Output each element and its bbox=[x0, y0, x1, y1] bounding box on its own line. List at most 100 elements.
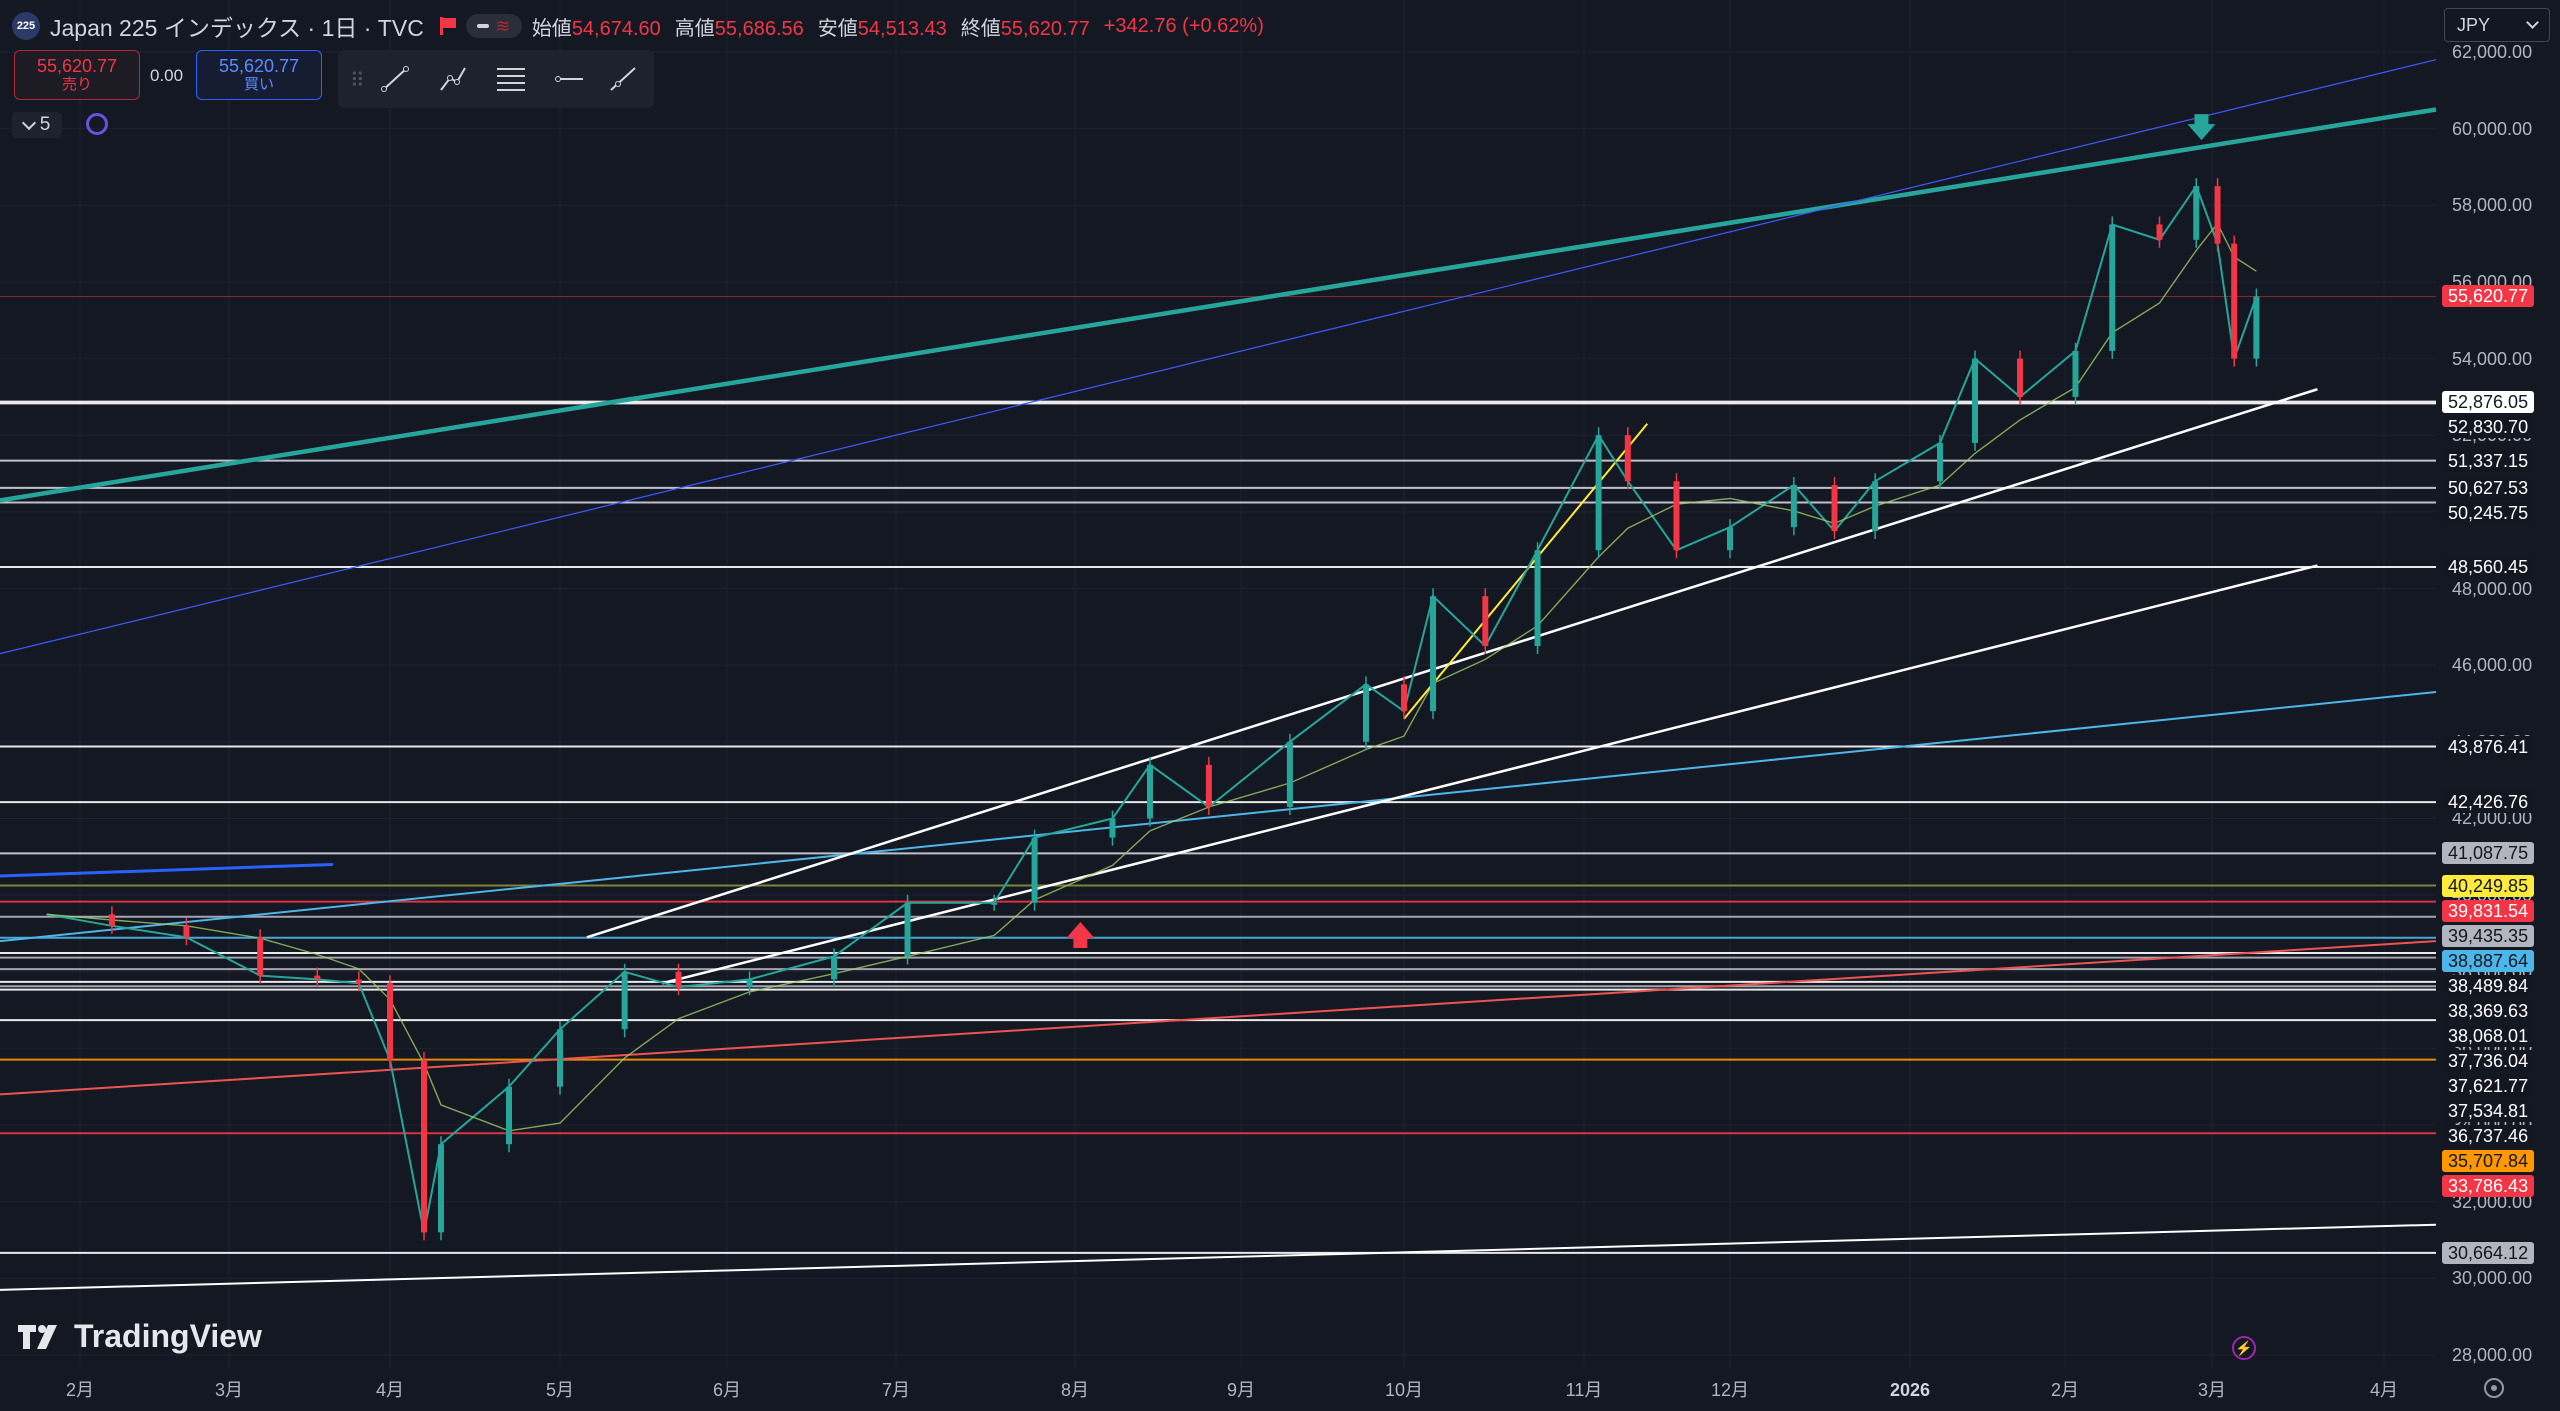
time-tick-label: 3月 bbox=[214, 1380, 244, 1400]
time-tick-label: 10月 bbox=[1384, 1380, 1424, 1400]
price-level-tag[interactable]: 38,068.01 bbox=[2442, 1024, 2535, 1047]
price-level-tag[interactable]: 36,737.46 bbox=[2442, 1124, 2535, 1147]
buy-label: 買い bbox=[243, 75, 274, 93]
buy-button[interactable]: 55,620.77 買い bbox=[196, 50, 322, 100]
price-tick-label: 62,000.00 bbox=[2452, 42, 2533, 62]
tradingview-logo[interactable]: TradingView bbox=[18, 1318, 262, 1355]
candle-body bbox=[1286, 741, 1293, 807]
time-tick-label: 2月 bbox=[2050, 1380, 2080, 1400]
candle-body bbox=[1972, 358, 1978, 443]
price-tick-label: 54,000.00 bbox=[2452, 348, 2533, 369]
price-level-tag[interactable]: 39,435.35 bbox=[2442, 924, 2535, 947]
price-tick-label: 28,000.00 bbox=[2452, 1345, 2533, 1365]
price-level-tag[interactable]: 55,620.77 bbox=[2442, 285, 2535, 308]
lightning-icon[interactable]: ⚡ bbox=[2232, 1336, 2256, 1360]
price-tick-label: 48,000.00 bbox=[2452, 578, 2533, 599]
candle-body bbox=[355, 979, 362, 984]
sell-label: 売り bbox=[61, 75, 92, 93]
time-tick-label: 4月 bbox=[2369, 1380, 2399, 1400]
tradingview-logo-icon bbox=[18, 1324, 57, 1349]
price-level-tag[interactable]: 42,426.76 bbox=[2442, 791, 2535, 814]
trend-line bbox=[662, 564, 2318, 985]
time-tick-label: 2026 bbox=[1889, 1380, 1931, 1400]
candle-body bbox=[1872, 481, 1879, 532]
gear-icon[interactable] bbox=[2484, 1378, 2504, 1398]
series-visibility-toggle[interactable]: ≋ bbox=[465, 14, 522, 38]
price-level-tag[interactable]: 37,534.81 bbox=[2442, 1099, 2535, 1122]
price-level-tag[interactable]: 50,245.75 bbox=[2442, 501, 2535, 524]
trend-line-icon[interactable] bbox=[378, 62, 412, 96]
close-value: 55,620.77 bbox=[1000, 17, 1090, 40]
indicator-collapse-button[interactable]: 5 bbox=[12, 112, 62, 138]
candle-body bbox=[1624, 435, 1631, 482]
candle-body bbox=[904, 902, 911, 957]
candle-body bbox=[1031, 837, 1038, 903]
high-value: 55,686.56 bbox=[714, 17, 804, 40]
candle-body bbox=[1430, 596, 1437, 712]
candle-body bbox=[2017, 358, 2023, 397]
price-level-tag[interactable]: 52,830.70 bbox=[2442, 415, 2535, 438]
sync-icon[interactable] bbox=[86, 113, 108, 135]
horizontal-levels bbox=[0, 295, 2436, 1254]
price-level-tag[interactable]: 48,560.45 bbox=[2442, 556, 2535, 579]
price-level-tag[interactable]: 38,887.64 bbox=[2442, 949, 2535, 972]
candle-body bbox=[2214, 186, 2221, 244]
time-tick-label: 8月 bbox=[1060, 1380, 1090, 1400]
currency-select[interactable]: JPY bbox=[2444, 8, 2550, 42]
price-tick-label: 30,000.00 bbox=[2452, 1268, 2533, 1289]
candle-body bbox=[991, 902, 998, 905]
price-level-tag[interactable]: 43,876.41 bbox=[2442, 735, 2535, 758]
candle-body bbox=[438, 1144, 444, 1233]
trend-line bbox=[0, 1223, 2437, 1291]
price-level-tag[interactable]: 30,664.12 bbox=[2442, 1241, 2535, 1264]
time-tick-label: 12月 bbox=[1710, 1380, 1750, 1400]
horizontal-ray-icon[interactable] bbox=[552, 62, 586, 96]
moving-average-line bbox=[46, 222, 2257, 1132]
drag-handle-icon[interactable]: ⠿ bbox=[350, 70, 366, 92]
time-tick-label: 7月 bbox=[881, 1380, 911, 1400]
candle-body bbox=[1482, 596, 1489, 647]
candles bbox=[108, 178, 2260, 1241]
price-level-tag[interactable]: 37,736.04 bbox=[2442, 1049, 2535, 1072]
candle-body bbox=[1673, 481, 1680, 551]
trend-line bbox=[0, 862, 333, 878]
price-tick-label: 46,000.00 bbox=[2452, 655, 2533, 676]
info-line-icon[interactable] bbox=[606, 62, 640, 96]
candle-body bbox=[1790, 485, 1797, 528]
price-level-tag[interactable]: 40,249.85 bbox=[2442, 874, 2535, 897]
price-level-tag[interactable]: 51,337.15 bbox=[2442, 449, 2535, 472]
parallel-channel-icon[interactable] bbox=[494, 62, 528, 96]
candle-body bbox=[421, 1059, 427, 1233]
candle-body bbox=[257, 937, 264, 976]
price-level-tag[interactable]: 39,831.54 bbox=[2442, 899, 2535, 922]
flag-icon[interactable] bbox=[439, 17, 456, 35]
time-tick-label: 3月 bbox=[2197, 1380, 2227, 1400]
candle-body bbox=[1727, 527, 1733, 551]
annotation-marks bbox=[1066, 114, 2216, 948]
symbol-title[interactable]: Japan 225 インデックス · 1日 · TVC bbox=[50, 15, 424, 41]
spread-value: 0.00 bbox=[150, 66, 184, 85]
candle-body bbox=[2253, 296, 2260, 359]
candle-body bbox=[2072, 350, 2079, 397]
candle-body bbox=[1595, 435, 1602, 551]
candle-body bbox=[314, 975, 321, 980]
price-level-tag[interactable]: 37,621.77 bbox=[2442, 1074, 2535, 1097]
time-tick-label: 11月 bbox=[1565, 1380, 1603, 1400]
price-series-line bbox=[46, 183, 2258, 1233]
candle-body bbox=[746, 979, 753, 988]
price-level-tag[interactable]: 38,489.84 bbox=[2442, 974, 2535, 997]
sell-button[interactable]: 55,620.77 売り bbox=[14, 50, 140, 100]
candle-body bbox=[557, 1029, 563, 1087]
path-icon[interactable] bbox=[436, 62, 470, 96]
low-label: 安値 bbox=[817, 17, 858, 40]
price-level-tag[interactable]: 50,627.53 bbox=[2442, 476, 2535, 499]
time-tick-label: 6月 bbox=[712, 1380, 742, 1400]
price-level-tag[interactable]: 35,707.84 bbox=[2442, 1149, 2535, 1172]
price-level-tag[interactable]: 52,876.05 bbox=[2442, 390, 2535, 413]
price-level-tag[interactable]: 33,786.43 bbox=[2442, 1174, 2535, 1197]
low-value: 54,513.43 bbox=[857, 17, 947, 40]
arrow-up-marker bbox=[1066, 921, 1095, 948]
price-level-tag[interactable]: 38,369.63 bbox=[2442, 999, 2535, 1022]
price-level-tag[interactable]: 41,087.75 bbox=[2442, 842, 2535, 865]
